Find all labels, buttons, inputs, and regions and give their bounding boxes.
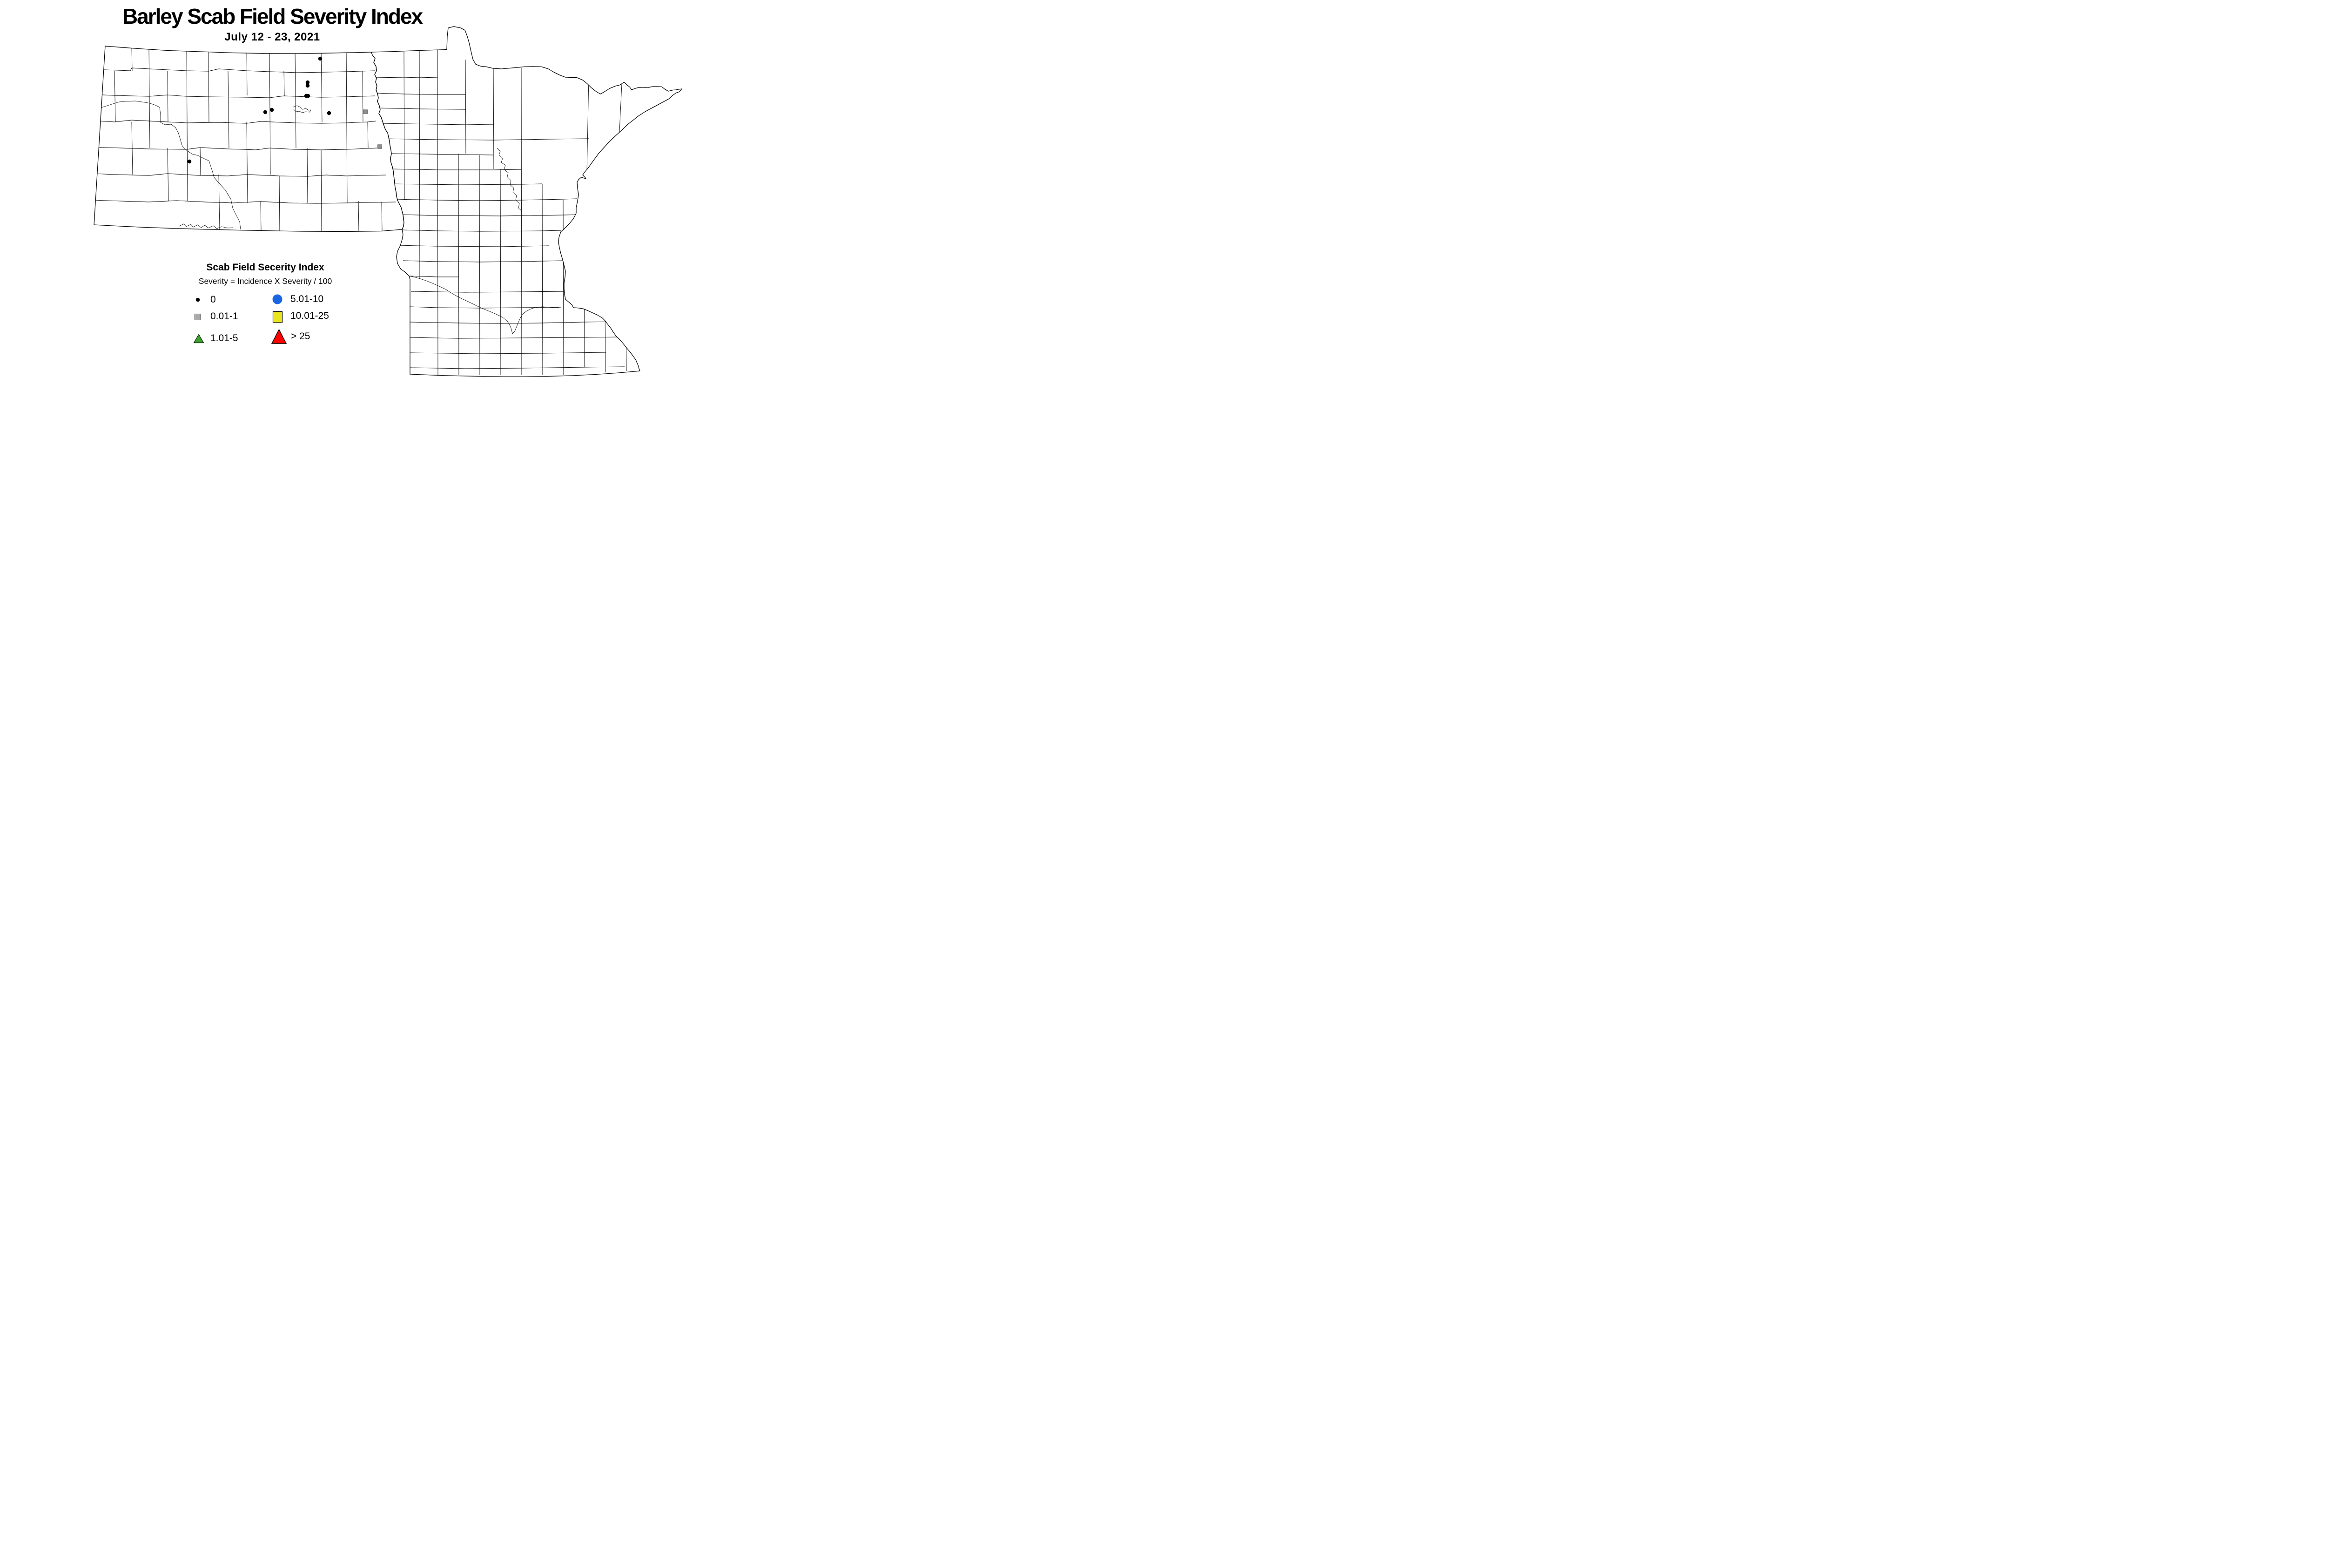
map-point [363,109,368,114]
legend-title: Scab Field Secerity Index [206,262,324,273]
blue-circle-icon [272,294,282,304]
mn-county-lines [375,49,627,376]
cannonball-river [179,223,233,229]
map-point [305,80,310,85]
devils-lake [293,105,311,113]
legend-label-4: 10.01-25 [290,310,329,321]
map-point [306,94,310,98]
figure-subtitle: July 12 - 23, 2021 [224,31,320,43]
map-point [263,110,268,114]
minnesota-river [409,276,559,334]
yellow-square-icon [272,311,283,323]
gray-square-icon [195,314,201,320]
dot-icon [195,297,200,302]
nd-county-lines [94,46,396,232]
green-triangle-icon [193,334,204,343]
minnesota-fill [371,27,682,377]
missouri-river [101,101,241,230]
map-points [187,56,382,164]
map-point [327,111,331,115]
legend-label-5: > 25 [291,331,310,342]
mississippi-headwaters [497,148,523,212]
map-figure: Barley Scab Field Severity Index July 12… [0,0,730,381]
map-point [318,56,323,61]
map-point [269,108,274,112]
legend-label-3: 5.01-10 [290,294,324,304]
red-triangle-icon [271,329,287,344]
map-point [187,159,192,164]
north-dakota-fill [94,46,404,232]
figure-title: Barley Scab Field Severity Index [122,4,423,28]
map-canvas [94,26,682,377]
legend-label-1: 0.01-1 [210,311,238,322]
legend-label-2: 1.01-5 [210,333,238,343]
legend-label-0: 0 [210,294,216,305]
map-point [305,83,310,88]
map-point [377,144,382,149]
legend-formula: Severity = Incidence X Severity / 100 [198,276,332,286]
